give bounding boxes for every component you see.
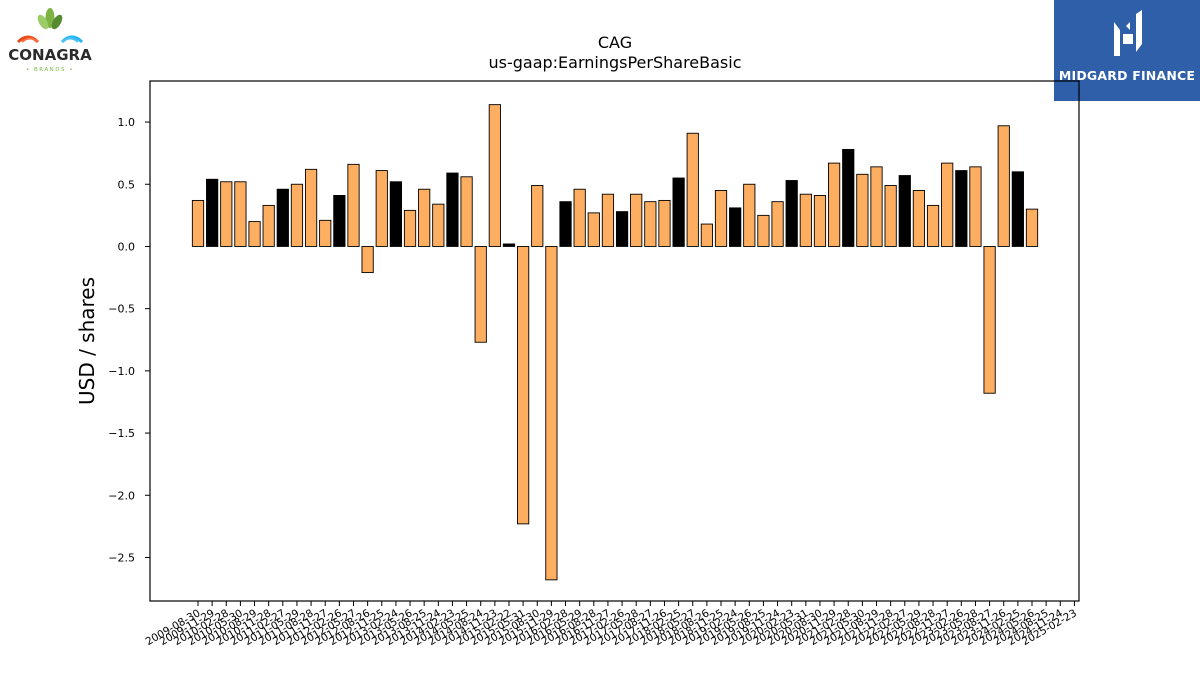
bar-2017-05-28 bbox=[630, 193, 643, 247]
midgard-emblem-icon bbox=[1114, 10, 1142, 56]
bar-2012-11-25 bbox=[375, 170, 388, 247]
bar-2021-11-28 bbox=[884, 185, 897, 247]
midgard-wordmark: MIDGARD FINANCE bbox=[1058, 68, 1196, 83]
bar-2014-11-23 bbox=[488, 104, 501, 247]
bar-2018-02-25 bbox=[672, 177, 685, 247]
bar-2011-11-27 bbox=[319, 219, 332, 247]
conagra-subtitle: • BRANDS • bbox=[26, 67, 74, 73]
bar-2018-05-27 bbox=[686, 132, 699, 247]
bar-2011-08-28 bbox=[304, 168, 318, 247]
bar-2012-02-26 bbox=[333, 194, 346, 247]
chart-title: CAG bbox=[598, 33, 632, 52]
bar-2014-08-24 bbox=[474, 245, 487, 343]
bar-2017-11-26 bbox=[658, 199, 671, 247]
bar-2010-08-29 bbox=[248, 221, 261, 247]
plot-frame bbox=[149, 80, 1080, 602]
bar-2011-02-27 bbox=[276, 188, 289, 247]
bar-2020-08-30 bbox=[813, 194, 827, 247]
bar-2009-08-30 bbox=[191, 199, 205, 247]
bar-2018-11-25 bbox=[714, 190, 728, 247]
y-ticks-group: −2.5 −2.0 −1.5 −1.0 −0.5 0.0 0.5 1.0 bbox=[108, 116, 150, 564]
bar-2015-11-29 bbox=[545, 245, 558, 581]
bar-2021-05-30 bbox=[856, 173, 869, 247]
bar-2016-05-29 bbox=[573, 188, 586, 247]
bar-2010-02-28 bbox=[220, 181, 233, 247]
bar-2010-11-28 bbox=[262, 204, 275, 247]
bar-2012-05-27 bbox=[347, 163, 360, 247]
bar-2023-11-26 bbox=[997, 125, 1010, 247]
bar-2017-02-26 bbox=[615, 211, 629, 247]
conagra-logo: CONAGRA • BRANDS • bbox=[0, 0, 110, 80]
bar-2023-08-27 bbox=[983, 245, 996, 394]
y-tick-label: −2.5 bbox=[108, 551, 135, 564]
bar-2023-05-28 bbox=[969, 166, 982, 247]
bar-2013-05-26 bbox=[403, 209, 417, 247]
bar-2024-02-25 bbox=[1011, 171, 1024, 247]
bar-2013-08-25 bbox=[418, 188, 431, 247]
bar-2015-02-22 bbox=[502, 243, 516, 247]
bar-2016-08-28 bbox=[587, 212, 600, 247]
y-tick-label: −1.0 bbox=[108, 365, 135, 378]
conagra-leaf-icon: CONAGRA • BRANDS • bbox=[8, 8, 92, 73]
bar-2016-11-27 bbox=[601, 193, 615, 247]
y-tick-label: 0.5 bbox=[118, 178, 136, 191]
bar-2022-02-27 bbox=[898, 175, 911, 247]
x-ticks-group: 2009-08-302009-11-292010-02-282010-05-30… bbox=[144, 601, 1079, 648]
bar-2021-02-28 bbox=[842, 148, 855, 247]
bar-2014-05-25 bbox=[460, 176, 473, 247]
y-tick-label: −2.0 bbox=[108, 489, 135, 502]
bar-2019-02-24 bbox=[729, 207, 742, 247]
bars-group bbox=[191, 104, 1039, 581]
bar-2022-08-28 bbox=[926, 204, 940, 247]
bar-2011-05-29 bbox=[290, 183, 304, 247]
y-tick-label: −0.5 bbox=[108, 303, 135, 316]
y-tick-label: 0.0 bbox=[118, 240, 136, 253]
bar-2019-11-24 bbox=[771, 201, 784, 247]
bar-2018-08-26 bbox=[700, 223, 713, 247]
bar-2010-05-30 bbox=[234, 181, 247, 247]
bar-2017-08-27 bbox=[644, 201, 657, 247]
bar-2014-02-23 bbox=[446, 172, 459, 247]
bar-2020-02-23 bbox=[785, 180, 798, 247]
bar-2020-11-29 bbox=[828, 162, 841, 247]
bar-2013-02-24 bbox=[389, 181, 402, 247]
bar-2022-11-27 bbox=[941, 162, 954, 247]
y-axis-label: USD / shares bbox=[75, 277, 99, 405]
bar-2012-08-26 bbox=[361, 245, 374, 274]
bar-2016-02-28 bbox=[559, 201, 572, 247]
bar-2024-05-26 bbox=[1025, 208, 1039, 247]
bar-2021-08-29 bbox=[870, 166, 883, 247]
bar-2009-11-29 bbox=[206, 178, 219, 247]
bar-2022-05-29 bbox=[912, 190, 926, 247]
chart-subtitle: us-gaap:EarningsPerShareBasic bbox=[488, 53, 741, 72]
bar-2023-02-26 bbox=[955, 170, 968, 247]
bar-2013-11-24 bbox=[432, 203, 445, 247]
y-tick-label: −1.5 bbox=[108, 427, 135, 440]
bar-2019-05-26 bbox=[743, 183, 756, 247]
bar-2015-08-30 bbox=[531, 185, 544, 247]
bar-2020-05-31 bbox=[799, 193, 812, 247]
midgard-finance-logo: MIDGARD FINANCE bbox=[1054, 0, 1200, 101]
conagra-wordmark: CONAGRA bbox=[8, 46, 92, 64]
bar-2015-05-31 bbox=[517, 245, 530, 525]
bar-2019-08-25 bbox=[757, 214, 770, 247]
y-tick-label: 1.0 bbox=[118, 116, 136, 129]
